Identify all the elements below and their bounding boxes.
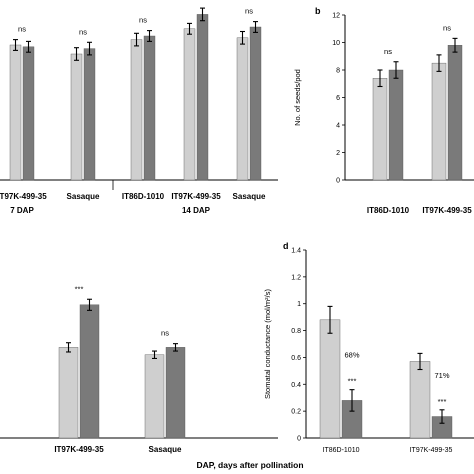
significance-label: *** [348, 377, 357, 386]
panel-letter: d [283, 241, 289, 251]
bar-b-0-1 [388, 69, 404, 181]
percent-reduction-label: 68% [344, 351, 359, 360]
x-category-label: IT97K-499-35 [171, 192, 221, 201]
y-tick-label: 6 [336, 95, 340, 102]
chart-panel-b: 0 2 4 6 8 10 12 ns IT86D-1010 ns IT97K-499-35 b No. … [293, 6, 474, 215]
y-tick-label: 8 [336, 68, 340, 75]
y-tick-label: 2 [336, 150, 340, 157]
y-tick-label: 1.4 [291, 248, 301, 255]
y-tick-label: 12 [332, 13, 340, 20]
bar-c-1-1 [165, 347, 186, 439]
bar-c-1-0 [144, 354, 165, 439]
y-tick-label: 0 [297, 436, 301, 443]
chart-panel-c: *** IT97K-499-35 ns Sasaque [0, 284, 278, 454]
bar-a-1-0 [70, 53, 83, 181]
shared-x-axis-label: DAP, days after pollination [196, 460, 303, 470]
x-category-label: IT97K-499-35 [410, 447, 453, 454]
x-category-label: IT86D-1010 [122, 192, 165, 201]
chart-panel-a: ns IT97K-499-35 ns Sasaque ns IT86D-1010 ns IT9… [0, 0, 278, 215]
significance-label: ns [384, 47, 392, 56]
y-axis-label: Stomatal conductance (mol/m²/s) [263, 288, 272, 399]
y-tick-label: 1 [297, 301, 301, 308]
x-category-label: Sasaque [67, 192, 100, 201]
y-tick-label: 1.2 [291, 274, 301, 281]
bar-a-1-1 [83, 48, 96, 181]
x-group-label: 7 DAP [10, 206, 34, 215]
significance-label: ns [161, 329, 169, 338]
x-category-label: Sasaque [233, 192, 266, 201]
significance-label: *** [438, 397, 447, 406]
y-tick-label: 0.4 [291, 382, 301, 389]
percent-reduction-label: 71% [434, 371, 449, 380]
bar-a-3-0 [183, 28, 196, 181]
bar-a-0-1 [22, 46, 35, 181]
significance-label: ns [18, 25, 26, 34]
significance-label: ns [79, 27, 87, 36]
y-tick-label: 0.6 [291, 355, 301, 362]
bar-a-4-0 [236, 37, 249, 181]
bar-a-3-1 [196, 14, 209, 181]
x-category-label: IT97K-499-35 [54, 445, 104, 454]
chart-panel-d: 0 0.2 0.4 0.6 0.8 1 1.2 1.4 *** 68% IT86D-1010 *** 7… [263, 241, 474, 454]
panel-letter: b [315, 6, 321, 16]
bar-a-2-1 [143, 35, 156, 181]
bar-b-1-1 [447, 45, 463, 181]
x-group-label: 14 DAP [182, 206, 211, 215]
x-category-label: Sasaque [149, 445, 182, 454]
y-axis-label: No. of seeds/pod [293, 69, 302, 126]
y-tick-label: 0.2 [291, 409, 301, 416]
x-category-label: IT97K-499-35 [422, 206, 472, 215]
significance-label: ns [192, 0, 200, 2]
x-category-label: IT86D-1010 [323, 447, 360, 454]
bar-d-0-0 [319, 319, 341, 439]
y-tick-label: 4 [336, 123, 340, 130]
x-category-label: IT97K-499-35 [0, 192, 47, 201]
bar-b-1-0 [431, 62, 447, 181]
bar-c-0-0 [58, 347, 79, 439]
bar-b-0-0 [372, 78, 388, 181]
bar-a-0-0 [9, 44, 22, 181]
bar-c-0-1 [79, 304, 100, 439]
y-tick-label: 10 [332, 40, 340, 47]
significance-label: ns [139, 16, 147, 25]
bar-a-4-1 [249, 26, 262, 181]
bar-d-1-0 [409, 361, 431, 439]
significance-label: *** [75, 284, 84, 293]
y-tick-label: 0.8 [291, 328, 301, 335]
x-category-label: IT86D-1010 [367, 206, 410, 215]
bar-a-2-0 [130, 39, 143, 181]
significance-label: ns [245, 7, 253, 16]
significance-label: ns [443, 23, 451, 32]
y-tick-label: 0 [336, 178, 340, 185]
